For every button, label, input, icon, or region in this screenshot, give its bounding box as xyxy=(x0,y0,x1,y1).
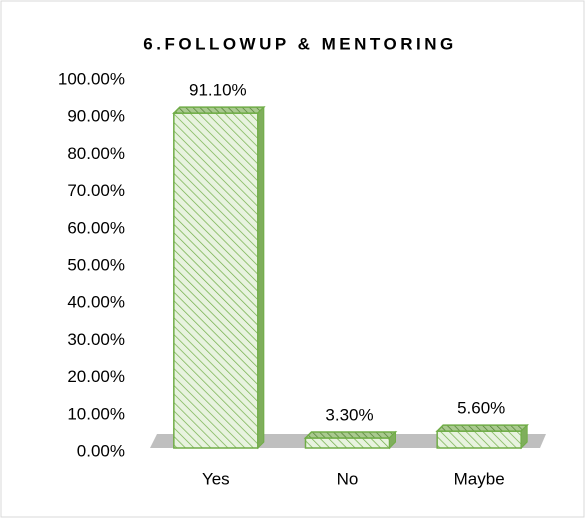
x-tick-label: Yes xyxy=(202,469,230,488)
bar xyxy=(436,430,522,449)
y-tick-label: 80.00% xyxy=(67,144,125,163)
bar xyxy=(304,437,391,449)
bar-top xyxy=(435,424,529,432)
y-tick-label: 60.00% xyxy=(67,218,125,237)
data-label: 91.10% xyxy=(189,81,247,100)
bar-top xyxy=(303,431,398,439)
bar-side xyxy=(389,430,396,450)
chart-title: 6.FOLLOWUP & MENTORING xyxy=(143,34,456,53)
y-tick-label: 0.00% xyxy=(77,441,125,460)
bar-side xyxy=(257,105,265,450)
y-tick-label: 30.00% xyxy=(67,330,125,349)
y-tick-label: 50.00% xyxy=(67,255,125,274)
y-tick-label: 10.00% xyxy=(67,404,125,423)
bar xyxy=(173,112,259,449)
bar-side xyxy=(520,423,528,450)
x-tick-label: No xyxy=(337,469,359,488)
data-label: 5.60% xyxy=(457,399,505,418)
bar-top xyxy=(172,106,266,114)
y-tick-label: 20.00% xyxy=(67,367,125,386)
y-tick-label: 100.00% xyxy=(58,69,125,88)
y-tick-label: 40.00% xyxy=(67,293,125,312)
y-tick-label: 90.00% xyxy=(67,107,125,126)
x-tick-label: Maybe xyxy=(454,469,505,488)
y-tick-label: 70.00% xyxy=(67,181,125,200)
data-label: 3.30% xyxy=(325,405,373,424)
